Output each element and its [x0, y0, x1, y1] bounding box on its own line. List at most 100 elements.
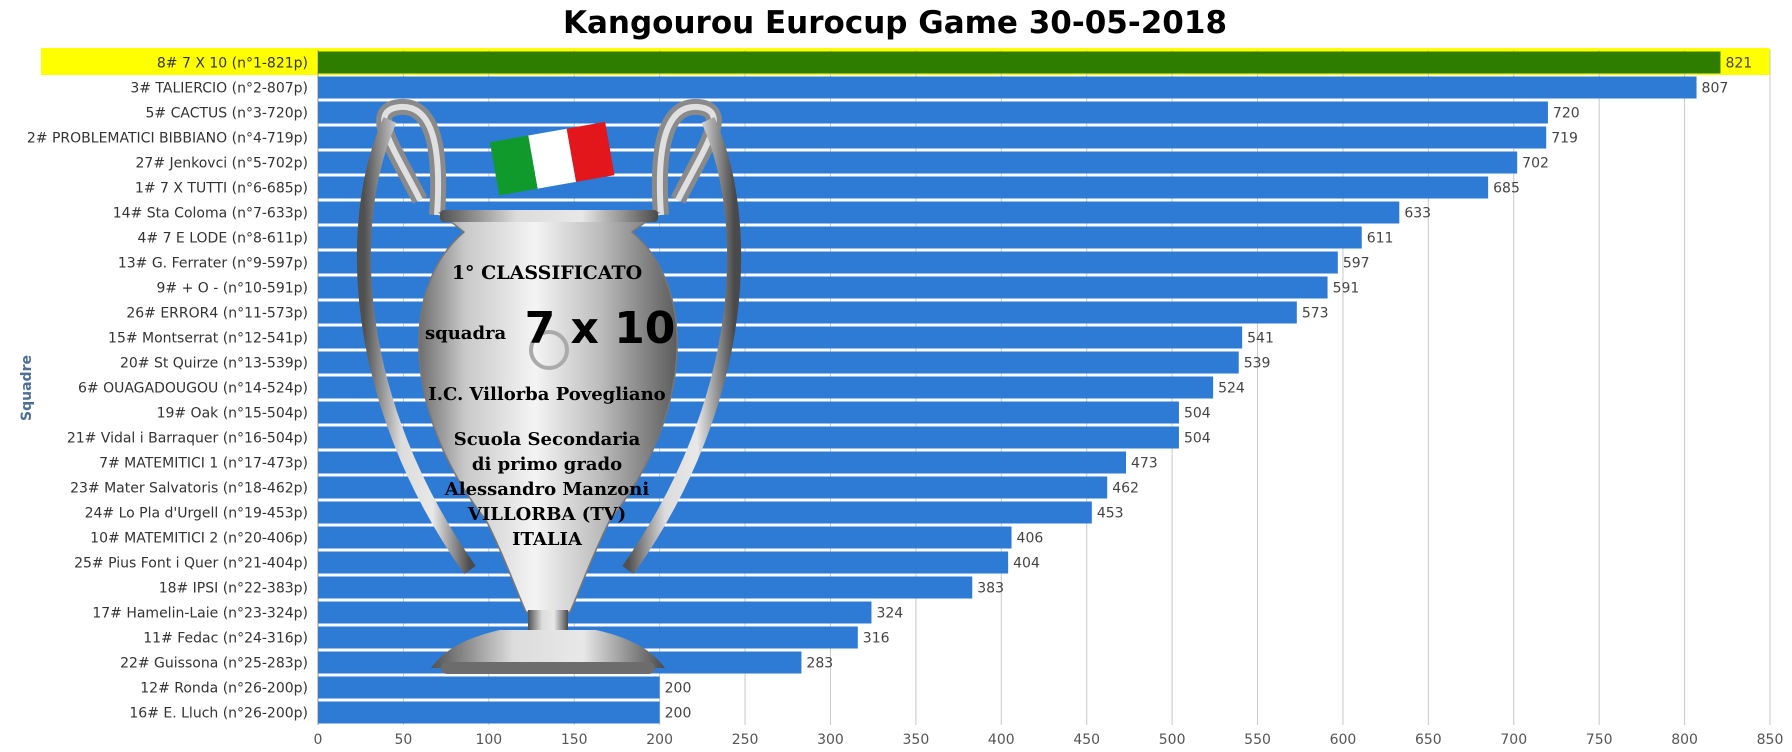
category-label: 19# Oak (n°15-504p)	[157, 406, 308, 422]
category-label: 22# Guissona (n°25-283p)	[120, 656, 308, 672]
category-label: 25# Pius Font i Quer (n°21-404p)	[74, 556, 308, 572]
x-tick-label: 250	[732, 732, 759, 748]
category-label: 7# MATEMITICI 1 (n°17-473p)	[99, 456, 308, 472]
category-label: 20# St Quirze (n°13-539p)	[120, 356, 308, 372]
y-axis-title: Squadre	[19, 355, 35, 421]
trophy-school: I.C. Villorba Povegliano	[428, 384, 665, 405]
trophy-base	[431, 630, 665, 668]
bar	[318, 451, 1126, 474]
bar-value-label: 383	[977, 581, 1004, 597]
bar-layer	[318, 51, 1721, 724]
bar-value-label: 720	[1553, 106, 1580, 122]
x-tick-label: 400	[988, 732, 1015, 748]
bar	[318, 551, 1009, 574]
trophy-line-3: Alessandro Manzoni	[444, 479, 650, 500]
x-tick-label: 150	[561, 732, 588, 748]
category-label: 27# Jenkovci (n°5-702p)	[136, 156, 308, 172]
bar	[318, 176, 1489, 199]
bar	[318, 51, 1721, 74]
category-label: 24# Lo Pla d'Urgell (n°19-453p)	[85, 506, 308, 522]
category-label: 4# 7 E LODE (n°8-611p)	[137, 231, 308, 247]
trophy-left-handle-shine	[381, 103, 442, 216]
category-label: 14# Sta Coloma (n°7-633p)	[113, 206, 308, 222]
x-tick-label: 800	[1671, 732, 1698, 748]
bar-value-label: 200	[665, 681, 692, 697]
trophy-squadra-label: squadra	[425, 323, 507, 344]
bar	[318, 576, 973, 599]
bar-value-label: 462	[1112, 481, 1139, 497]
bar	[318, 101, 1548, 124]
category-label: 1# 7 X TUTTI (n°6-685p)	[135, 181, 308, 197]
category-label: 5# CACTUS (n°3-720p)	[146, 106, 308, 122]
x-tick-label: 100	[475, 732, 502, 748]
bar-value-label: 504	[1184, 406, 1211, 422]
italy-flag-icon	[489, 121, 615, 196]
bar-value-label: 404	[1013, 556, 1040, 572]
trophy-team-name: 7 x 10	[525, 303, 676, 354]
trophy-stem	[528, 610, 568, 630]
trophy-right-arm	[622, 117, 742, 575]
category-label: 15# Montserrat (n°12-541p)	[108, 331, 308, 347]
trophy-rim	[440, 210, 658, 222]
bar-value-label: 573	[1302, 306, 1329, 322]
x-tick-label: 450	[1073, 732, 1100, 748]
x-tick-label: 600	[1330, 732, 1357, 748]
x-tick-label: 300	[817, 732, 844, 748]
trophy-line-2: di primo grado	[472, 454, 622, 475]
category-label: 2# PROBLEMATICI BIBBIANO (n°4-719p)	[27, 131, 308, 147]
x-tick-label: 50	[394, 732, 412, 748]
trophy-line-4: VILLORBA (TV)	[467, 504, 626, 525]
flag-stripe-green	[489, 135, 538, 196]
chart-title: Kangourou Eurocup Game 30-05-2018	[563, 5, 1227, 41]
category-label: 26# ERROR4 (n°11-573p)	[126, 306, 308, 322]
trophy-emblem	[529, 330, 569, 370]
trophy-place: 1° CLASSIFICATO	[452, 262, 642, 284]
category-label: 17# Hamelin-Laie (n°23-324p)	[92, 606, 308, 622]
category-label: 23# Mater Salvatoris (n°18-462p)	[70, 481, 308, 497]
bar-value-label: 524	[1218, 381, 1245, 397]
bar-value-label: 685	[1493, 181, 1520, 197]
x-tick-label: 550	[1244, 732, 1271, 748]
bar-value-label: 597	[1343, 256, 1370, 272]
label-layer: 821 8# 7 X 10 (n°1-821p) 807 3# TALIERCIO (…	[27, 56, 1752, 722]
bar-value-label: 504	[1184, 431, 1211, 447]
bar	[318, 476, 1108, 499]
tick-layer: 0 50 100 150 200 250 300 350 400 450 500 550 600 650 7…	[314, 732, 1784, 748]
category-label: 21# Vidal i Barraquer (n°16-504p)	[67, 431, 308, 447]
trophy-line-5: ITALIA	[512, 529, 583, 550]
flag-stripe-white	[528, 128, 577, 189]
bar-value-label: 702	[1522, 156, 1549, 172]
x-tick-label: 700	[1500, 732, 1527, 748]
x-tick-label: 350	[903, 732, 930, 748]
category-label: 3# TALIERCIO (n°2-807p)	[130, 81, 308, 97]
bar-value-label: 591	[1333, 281, 1360, 297]
x-tick-label: 750	[1586, 732, 1613, 748]
bar	[318, 76, 1697, 99]
trophy-right-handle-shine	[656, 103, 717, 216]
bar	[318, 701, 660, 724]
bar-value-label: 316	[863, 631, 890, 647]
bar-value-label: 406	[1017, 531, 1044, 547]
bar-value-label: 611	[1367, 231, 1394, 247]
bar-value-label: 719	[1551, 131, 1578, 147]
bar-value-label: 821	[1725, 56, 1752, 72]
trophy-line-1: Scuola Secondaria	[454, 429, 641, 450]
trophy-cup	[418, 212, 678, 613]
bar-value-label: 283	[806, 656, 833, 672]
trophy-base-foot	[441, 662, 655, 674]
bar-value-label: 539	[1244, 356, 1271, 372]
x-tick-label: 0	[314, 732, 323, 748]
bar	[318, 601, 872, 624]
bar	[318, 126, 1547, 149]
category-label: 16# E. Lluch (n°26-200p)	[129, 706, 308, 722]
bar	[318, 676, 660, 699]
x-tick-label: 850	[1757, 732, 1784, 748]
bar-value-label: 200	[665, 706, 692, 722]
category-label: 12# Ronda (n°26-200p)	[140, 681, 308, 697]
category-label: 6# OUAGADOUGOU (n°14-524p)	[78, 381, 308, 397]
category-label: 18# IPSI (n°22-383p)	[159, 581, 308, 597]
category-label: 8# 7 X 10 (n°1-821p)	[157, 56, 308, 72]
category-label: 11# Fedac (n°24-316p)	[143, 631, 308, 647]
x-tick-label: 200	[646, 732, 673, 748]
